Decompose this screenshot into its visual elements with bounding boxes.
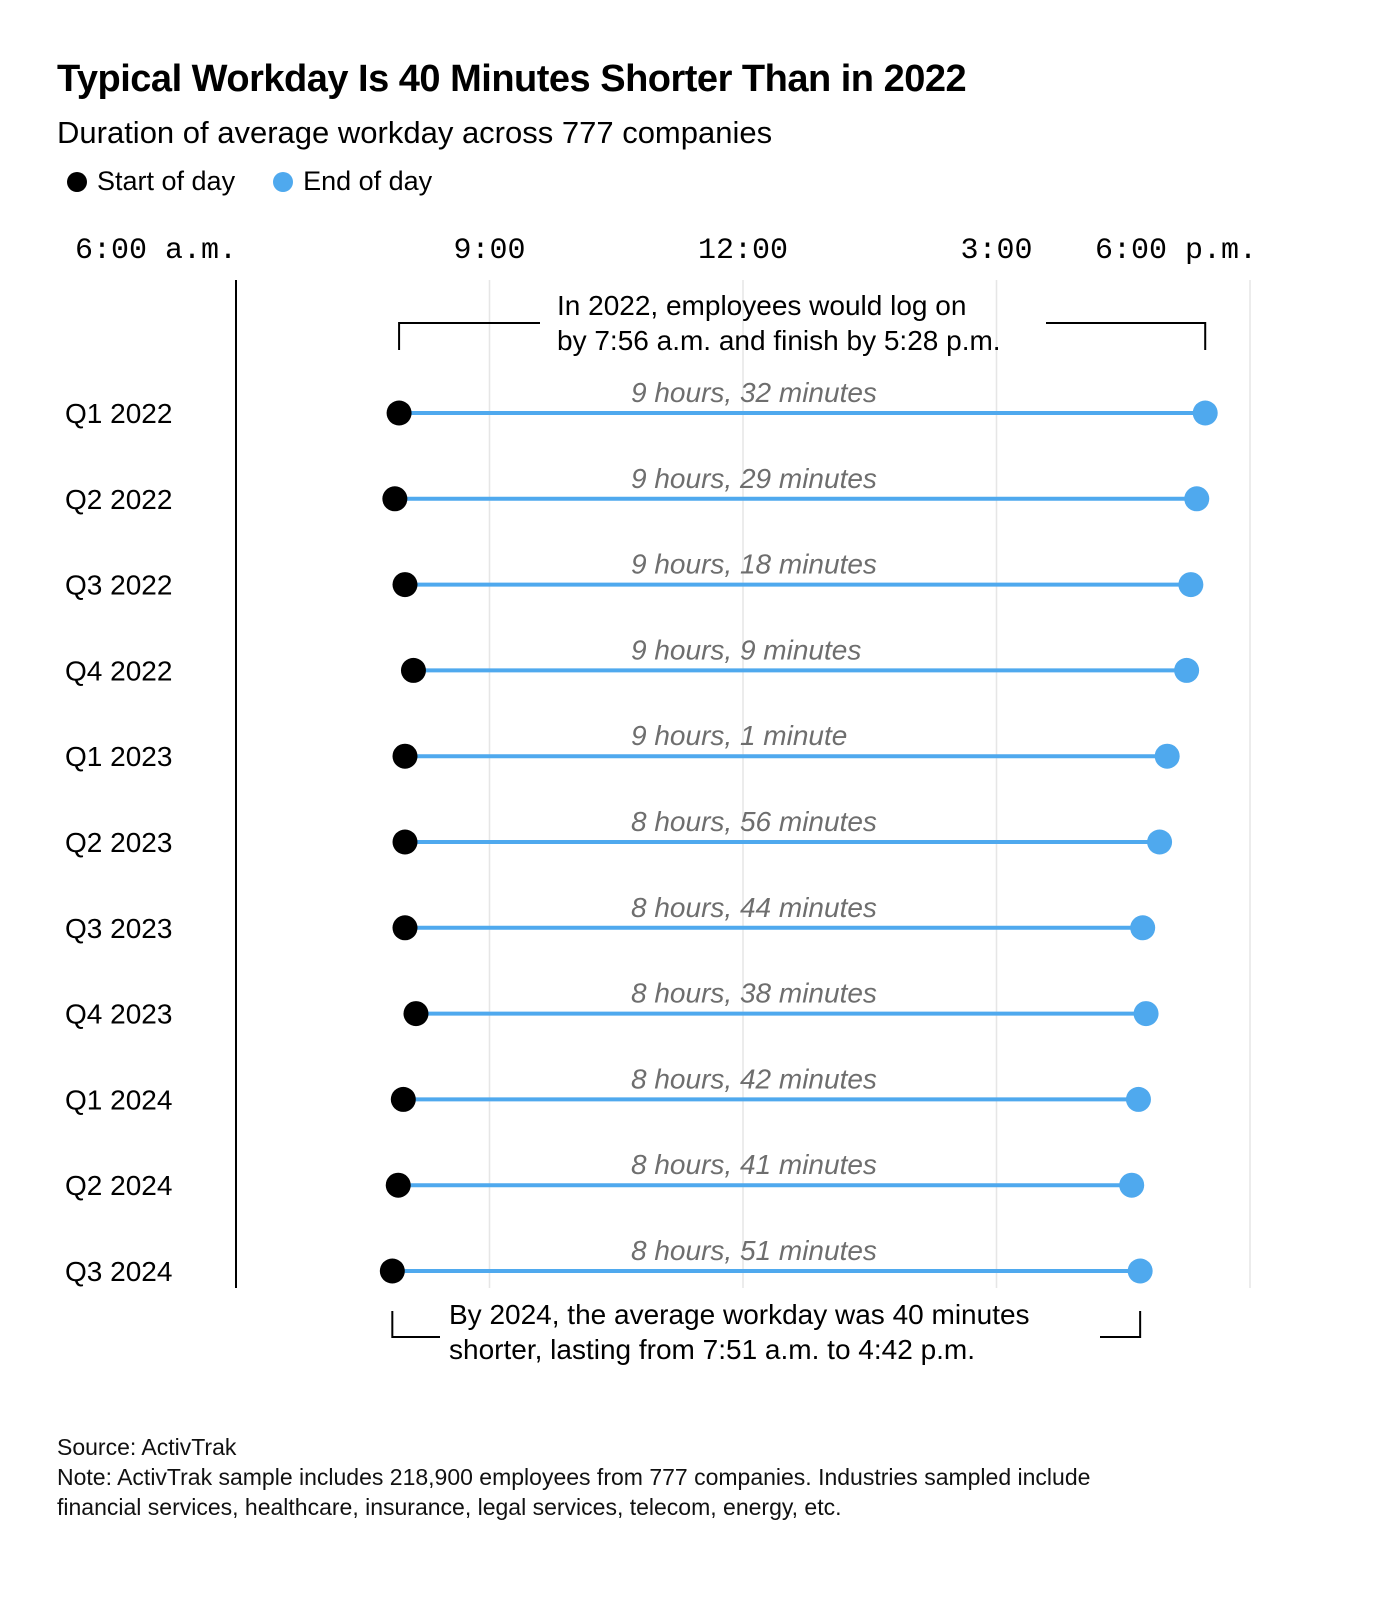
annotation-bottom-bracket-left bbox=[391, 1311, 440, 1338]
start-point bbox=[390, 1086, 416, 1112]
legend-dot-end bbox=[273, 171, 294, 192]
row-category-label: Q2 2022 bbox=[65, 484, 172, 515]
start-point bbox=[382, 486, 408, 512]
annotation-bottom: By 2024, the average workday was 40 minu… bbox=[449, 1297, 1030, 1367]
row-category-label: Q2 2024 bbox=[65, 1170, 172, 1201]
start-point bbox=[392, 829, 418, 855]
row-duration-label: 8 hours, 42 minutes bbox=[631, 1063, 877, 1094]
end-point bbox=[1192, 400, 1218, 426]
end-point bbox=[1127, 1258, 1153, 1284]
row-duration-label: 8 hours, 41 minutes bbox=[631, 1149, 877, 1180]
row-duration-label: 8 hours, 56 minutes bbox=[631, 806, 877, 837]
annotation-bottom-bracket-right bbox=[1100, 1311, 1142, 1338]
x-tick-label: 3:00 bbox=[960, 234, 1032, 268]
annotation-top-line-2: by 7:56 a.m. and finish by 5:28 p.m. bbox=[557, 325, 1001, 356]
end-point bbox=[1174, 657, 1200, 683]
start-point bbox=[392, 743, 418, 769]
row-duration-label: 9 hours, 18 minutes bbox=[631, 549, 877, 580]
row-duration-label: 8 hours, 51 minutes bbox=[631, 1235, 877, 1266]
annotation-top: In 2022, employees would log on by 7:56 … bbox=[557, 288, 1001, 358]
legend-item-end: End of day bbox=[273, 166, 432, 197]
row-duration-label: 9 hours, 1 minute bbox=[631, 720, 847, 751]
row-duration-label: 8 hours, 38 minutes bbox=[631, 978, 877, 1009]
x-tick-label: 6:00 p.m. bbox=[1095, 234, 1257, 268]
end-point bbox=[1133, 1001, 1159, 1027]
row-category-label: Q3 2023 bbox=[65, 913, 172, 944]
legend-label-end: End of day bbox=[303, 166, 433, 196]
row-duration-label: 8 hours, 44 minutes bbox=[631, 892, 877, 923]
source-note: Source: ActivTrak bbox=[57, 1434, 237, 1460]
legend: Start of day End of day bbox=[67, 166, 432, 197]
end-point bbox=[1147, 829, 1173, 855]
start-point bbox=[379, 1258, 405, 1284]
x-tick-label: 9:00 bbox=[453, 234, 525, 268]
row-category-label: Q4 2023 bbox=[65, 999, 172, 1030]
start-point bbox=[385, 1172, 411, 1198]
end-point bbox=[1178, 572, 1204, 598]
x-tick-label: 6:00 a.m. bbox=[75, 234, 237, 268]
annotation-bottom-line-2: shorter, lasting from 7:51 a.m. to 4:42 … bbox=[449, 1334, 976, 1365]
chart-subtitle: Duration of average workday across 777 c… bbox=[57, 115, 773, 150]
annotation-top-bracket-right bbox=[1046, 322, 1207, 350]
chart-plot: 6:00 a.m. 9:00 12:00 3:00 6:00 p.m. Q1 2022 9 … bbox=[65, 234, 1257, 1338]
end-point bbox=[1184, 486, 1210, 512]
start-point bbox=[400, 657, 426, 683]
row-category-label: Q1 2024 bbox=[65, 1084, 172, 1115]
row-duration-label: 9 hours, 32 minutes bbox=[631, 377, 877, 408]
start-point bbox=[403, 1001, 429, 1027]
annotation-top-bracket-left bbox=[398, 322, 540, 350]
annotation-bottom-line-1: By 2024, the average workday was 40 minu… bbox=[449, 1299, 1030, 1330]
legend-label-start: Start of day bbox=[97, 166, 236, 196]
footer: Source: ActivTrak Note: ActivTrak sample… bbox=[57, 1432, 1090, 1522]
chart-title: Typical Workday Is 40 Minutes Shorter Th… bbox=[57, 58, 967, 100]
row-duration-label: 9 hours, 29 minutes bbox=[631, 463, 877, 494]
row-category-label: Q3 2022 bbox=[65, 570, 172, 601]
legend-item-start: Start of day bbox=[67, 166, 235, 197]
row-category-label: Q4 2022 bbox=[65, 655, 172, 686]
legend-dot-start bbox=[67, 171, 87, 192]
row-category-label: Q3 2024 bbox=[65, 1256, 172, 1287]
row-category-label: Q1 2022 bbox=[65, 398, 172, 429]
start-point bbox=[392, 572, 418, 598]
row-duration-label: 9 hours, 9 minutes bbox=[631, 634, 861, 665]
row-category-label: Q1 2023 bbox=[65, 741, 172, 772]
footnote-line-1: Note: ActivTrak sample includes 218,900 … bbox=[57, 1464, 1091, 1490]
end-point bbox=[1119, 1172, 1145, 1198]
end-point bbox=[1130, 915, 1156, 941]
x-tick-label: 12:00 bbox=[698, 234, 788, 268]
footnote-line-2: financial services, healthcare, insuranc… bbox=[57, 1494, 842, 1520]
start-point bbox=[392, 915, 418, 941]
annotation-top-line-1: In 2022, employees would log on bbox=[557, 290, 967, 321]
end-point bbox=[1154, 743, 1180, 769]
end-point bbox=[1125, 1086, 1151, 1112]
row-category-label: Q2 2023 bbox=[65, 827, 172, 858]
start-point bbox=[386, 400, 412, 426]
